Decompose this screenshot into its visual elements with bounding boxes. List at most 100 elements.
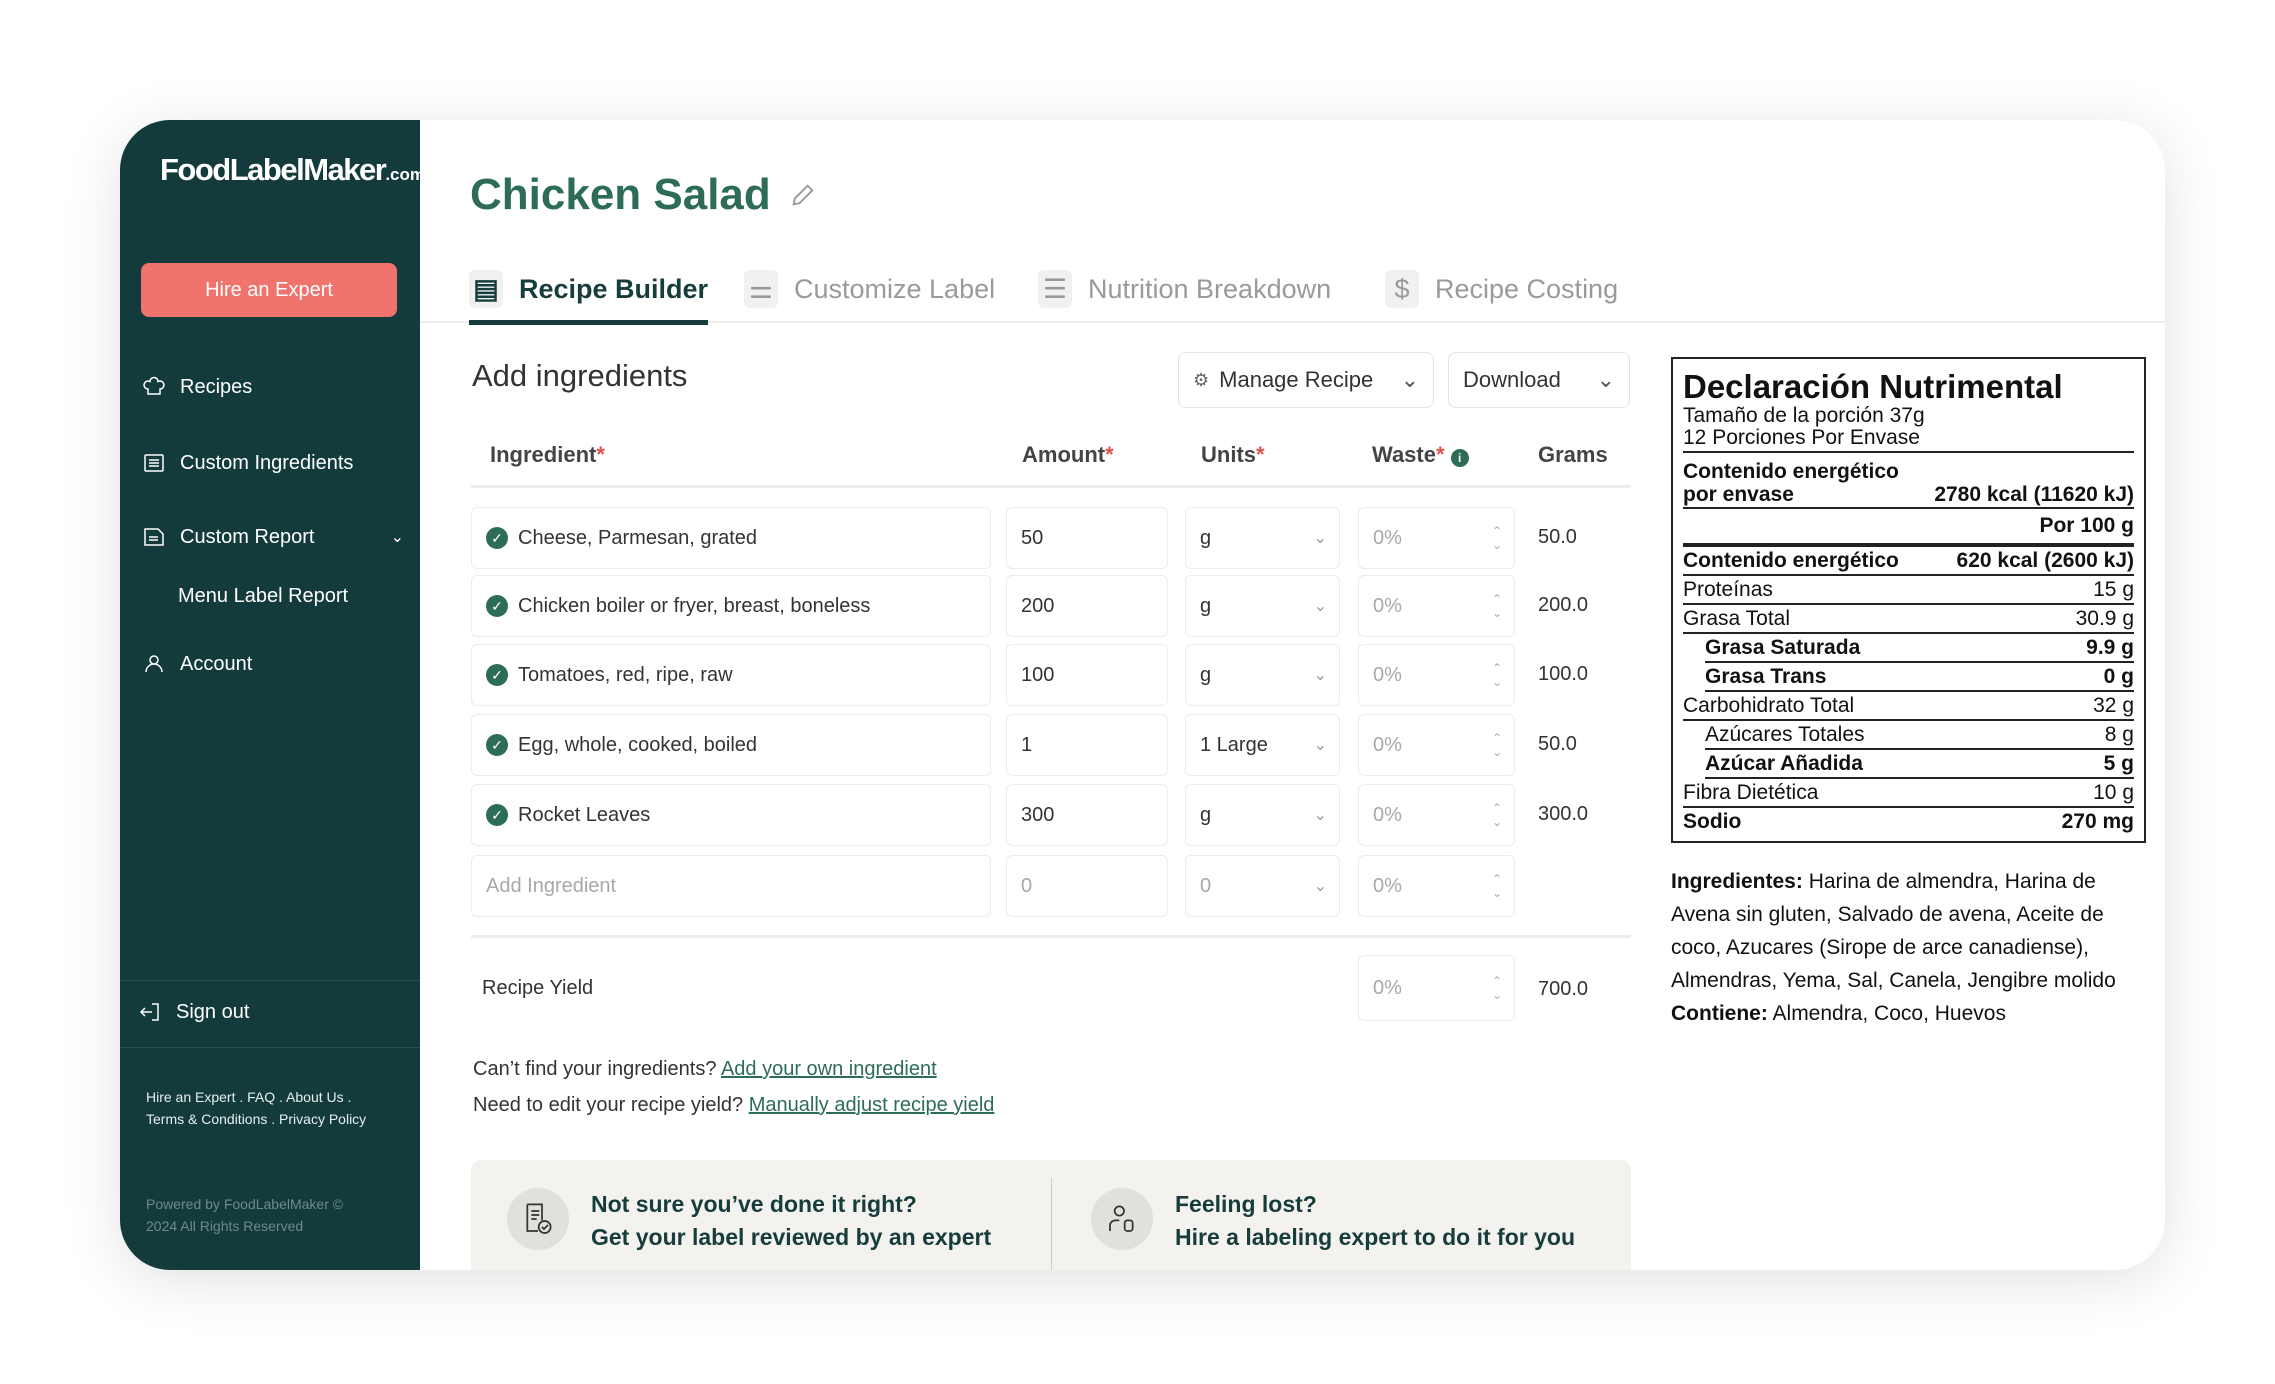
placeholder: 0% (1373, 874, 1402, 897)
tab-customize-label[interactable]: ⚌ Customize Label (744, 255, 995, 323)
nutrient-name: Azúcar Añadida (1705, 752, 1863, 775)
units-select[interactable]: g ⌄ (1185, 507, 1340, 569)
promo-title: Feeling lost? (1175, 1191, 1317, 1217)
ingredient-field[interactable]: ✓ Egg, whole, cooked, boiled (471, 714, 991, 776)
app-window: FoodLabelMaker.com Hire an Expert Recipe… (120, 120, 2165, 1270)
divider (120, 1047, 420, 1048)
sign-out-button[interactable]: Sign out (138, 1000, 249, 1024)
logo-text: FoodLabelMaker (160, 152, 387, 187)
chevron-down-icon: ⌄ (1313, 737, 1327, 754)
logo[interactable]: FoodLabelMaker.com (160, 152, 425, 188)
tab-bar: ▤ Recipe Builder ⚌ Customize Label ☰ Nutrit… (420, 255, 2165, 325)
amount-value: 300 (1021, 803, 1055, 826)
sidebar-item-label: Account (180, 652, 253, 675)
yield-waste-input[interactable]: 0% ⌃ ⌄ (1358, 955, 1515, 1021)
tab-recipe-costing[interactable]: $ Recipe Costing (1385, 255, 1618, 323)
stepper-icon[interactable]: ⌃ ⌄ (1491, 731, 1502, 759)
nutrient-value: 32 g (2093, 694, 2134, 717)
column-header-grams: Grams (1538, 442, 1608, 467)
ingredient-field[interactable]: ✓ Cheese, Parmesan, grated (471, 507, 991, 569)
chevron-down-icon[interactable]: ⌄ (390, 529, 404, 546)
units-select[interactable]: g ⌄ (1185, 784, 1340, 846)
waste-value: 0% (1373, 803, 1402, 826)
waste-value: 0% (1373, 733, 1402, 756)
waste-input[interactable]: 0% ⌃ ⌄ (1358, 855, 1515, 917)
amount-input[interactable]: 1 (1006, 714, 1168, 776)
review-promo[interactable]: Not sure you’ve done it right? Get your l… (507, 1188, 991, 1254)
hire-expert-button[interactable]: Hire an Expert (141, 263, 397, 317)
chevron-down-icon: ⌄ (1400, 367, 1419, 392)
amount-input[interactable]: 0 (1006, 855, 1168, 917)
sidebar-item-label: Custom Ingredients (180, 451, 354, 474)
sidebar-item-custom-ingredients[interactable]: Custom Ingredients (142, 451, 353, 475)
contains-label: Contiene: (1671, 1002, 1768, 1025)
stepper-icon[interactable]: ⌃ ⌄ (1491, 801, 1502, 829)
units-select[interactable]: 1 Large ⌄ (1185, 714, 1340, 776)
sidebar-item-recipes[interactable]: Recipes (142, 375, 252, 399)
allergens-text: Almendra, Coco, Huevos (1772, 1002, 2006, 1025)
waste-input[interactable]: 0% ⌃ ⌄ (1358, 507, 1515, 569)
units-select[interactable]: g ⌄ (1185, 575, 1340, 637)
amount-input[interactable]: 100 (1006, 644, 1168, 706)
grams-value: 300.0 (1538, 803, 1589, 825)
header-text: Waste (1372, 442, 1436, 467)
nutrient-name: Grasa Total (1683, 607, 1790, 630)
footer-link-line[interactable]: Hire an Expert . FAQ . About Us . (146, 1089, 352, 1105)
nutrient-value: 30.9 g (2075, 607, 2134, 630)
tab-recipe-builder[interactable]: ▤ Recipe Builder (469, 255, 709, 325)
ingredient-field[interactable]: ✓ Rocket Leaves (471, 784, 991, 846)
stepper-icon[interactable]: ⌃ ⌄ (1491, 872, 1502, 900)
hire-promo[interactable]: Feeling lost? Hire a labeling expert to d… (1091, 1188, 1575, 1254)
sidebar-item-custom-report[interactable]: Custom Report ⌄ (142, 525, 404, 549)
waste-input[interactable]: 0% ⌃ ⌄ (1358, 784, 1515, 846)
gear-icon: ⚙ (1193, 369, 1210, 390)
stepper-icon[interactable]: ⌃ ⌄ (1491, 524, 1502, 552)
waste-value: 0% (1373, 526, 1402, 549)
waste-input[interactable]: 0% ⌃ ⌄ (1358, 714, 1515, 776)
ingredient-field[interactable]: ✓ Chicken boiler or fryer, breast, bonele… (471, 575, 991, 637)
waste-input[interactable]: 0% ⌃ ⌄ (1358, 644, 1515, 706)
promo-title: Not sure you’ve done it right? (591, 1191, 917, 1217)
manage-recipe-button[interactable]: ⚙ Manage Recipe ⌄ (1178, 352, 1434, 408)
serving-size: Tamaño de la porción 37g (1683, 404, 1925, 427)
stepper-icon[interactable]: ⌃ ⌄ (1491, 974, 1502, 1002)
footer-link-line[interactable]: Terms & Conditions . Privacy Policy (146, 1111, 367, 1127)
section-heading: Add ingredients (472, 358, 688, 393)
tab-nutrition-breakdown[interactable]: ☰ Nutrition Breakdown (1038, 255, 1331, 323)
tab-label: Nutrition Breakdown (1088, 273, 1332, 304)
pencil-icon[interactable] (789, 181, 817, 209)
add-own-ingredient-link[interactable]: Add your own ingredient (720, 1058, 937, 1080)
adjust-yield-link[interactable]: Manually adjust recipe yield (748, 1094, 995, 1116)
nutrient-name: Grasa Saturada (1705, 636, 1861, 659)
chevron-down-icon: ⌄ (1596, 367, 1615, 392)
units-select[interactable]: g ⌄ (1185, 644, 1340, 706)
stepper-icon[interactable]: ⌃ ⌄ (1491, 592, 1502, 620)
amount-input[interactable]: 300 (1006, 784, 1168, 846)
nutrient-row: Grasa Saturada 9.9 g (1705, 634, 2134, 663)
units-select[interactable]: 0 ⌄ (1185, 855, 1340, 917)
waste-input[interactable]: 0% ⌃ ⌄ (1358, 575, 1515, 637)
costing-icon: $ (1385, 270, 1419, 308)
divider (471, 935, 1631, 938)
stepper-icon[interactable]: ⌃ ⌄ (1491, 661, 1502, 689)
amount-input[interactable]: 200 (1006, 575, 1168, 637)
sidebar-item-menu-label-report[interactable]: Menu Label Report (178, 585, 349, 607)
clipboard-icon: ☰ (1038, 270, 1072, 308)
footer-links[interactable]: Hire an Expert . FAQ . About Us . Terms &… (146, 1086, 366, 1130)
sidebar-item-account[interactable]: Account (142, 652, 252, 676)
download-button[interactable]: Download ⌄ (1448, 352, 1630, 408)
copyright: Powered by FoodLabelMaker © 2024 All Righ… (146, 1193, 343, 1237)
help-add-ingredient: Can’t find your ingredients? Add your ow… (473, 1058, 937, 1081)
ingredients-label: Ingredientes: (1671, 870, 1803, 893)
required-mark: * (596, 442, 605, 467)
amount-value: 200 (1021, 594, 1055, 617)
nutrient-name: Sodio (1683, 810, 1742, 833)
amount-input[interactable]: 50 (1006, 507, 1168, 569)
divider (471, 485, 1631, 488)
sidebar-item-label: Recipes (180, 375, 253, 398)
add-ingredient-input[interactable]: Add Ingredient (471, 855, 991, 917)
ingredient-field[interactable]: ✓ Tomatoes, red, ripe, raw (471, 644, 991, 706)
unit-value: g (1200, 526, 1212, 549)
promo-text: Hire a labeling expert to do it for you (1175, 1224, 1575, 1250)
info-icon[interactable]: i (1450, 449, 1469, 467)
